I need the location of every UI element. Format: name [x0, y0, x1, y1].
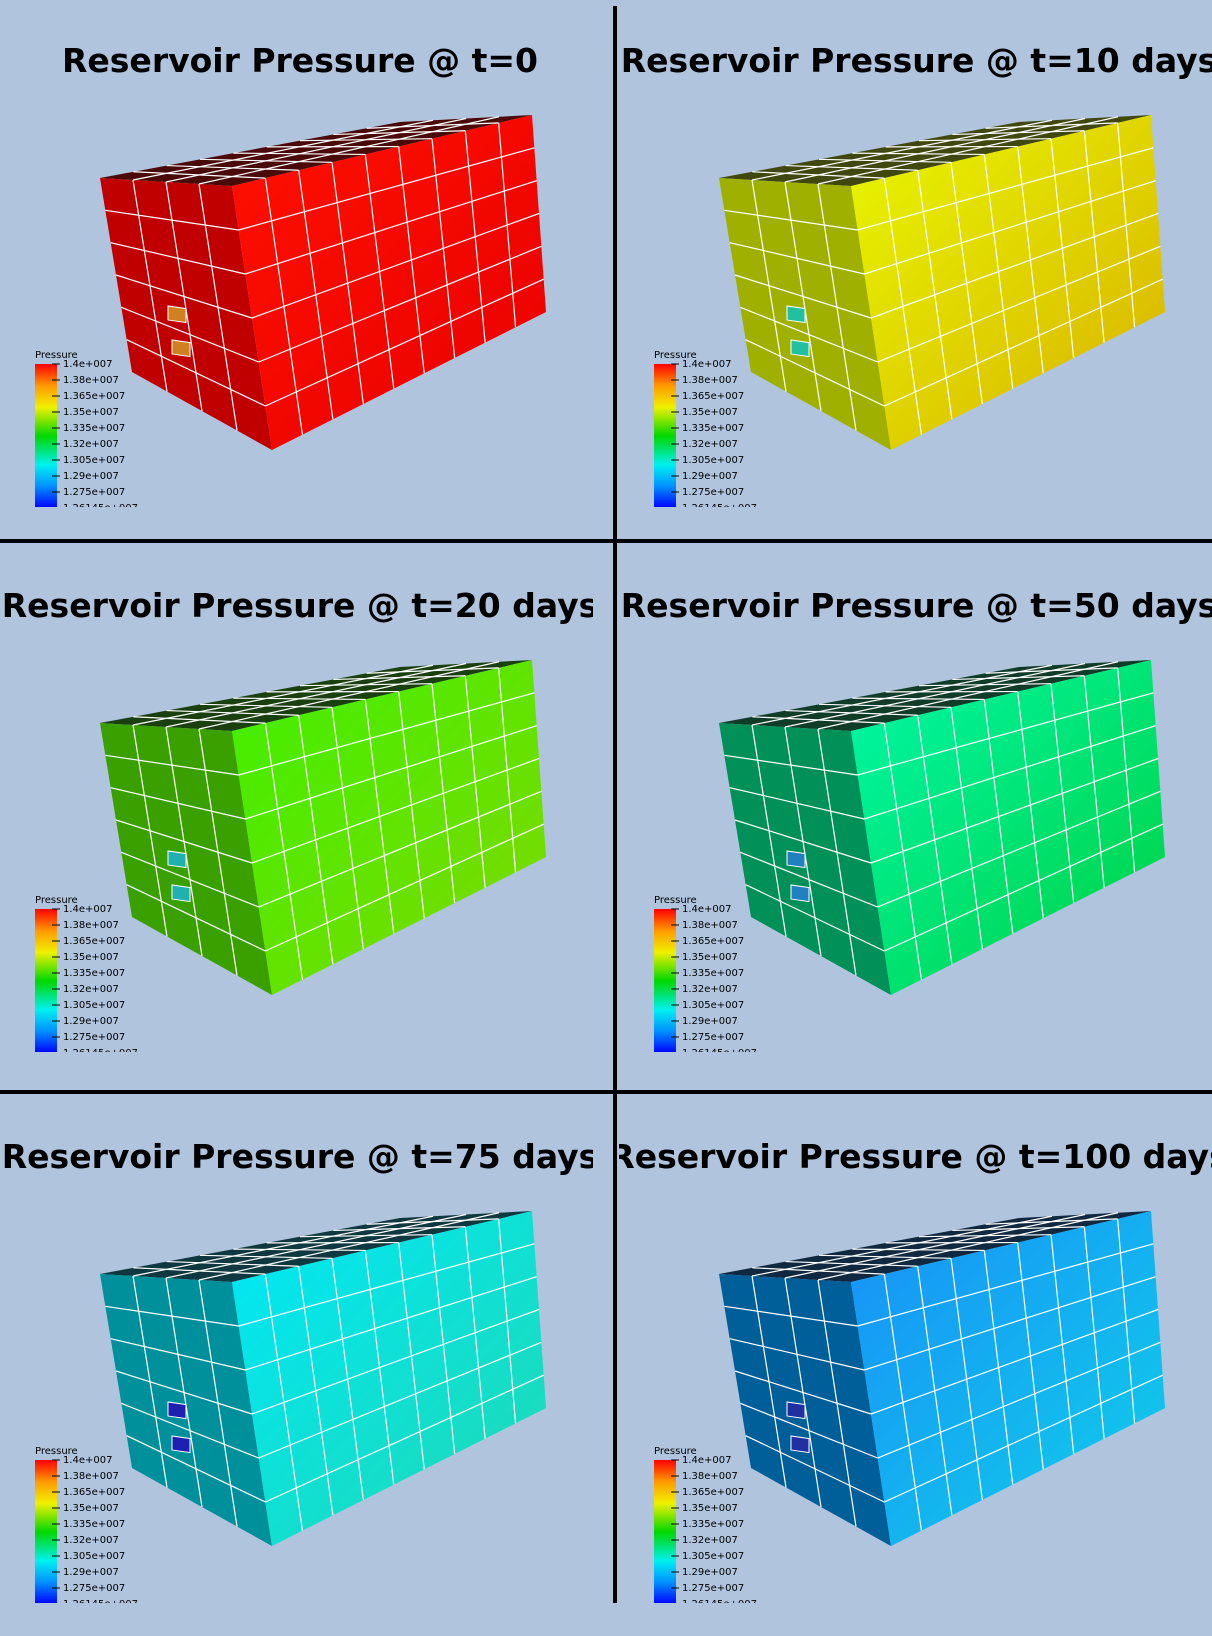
legend-label: 1.32e+007 — [63, 1535, 119, 1546]
well-cell — [787, 1402, 805, 1419]
legend-label: 1.29e+007 — [63, 471, 119, 482]
legend-label: 1.4e+007 — [682, 904, 732, 915]
legend-label: 1.29e+007 — [682, 471, 738, 482]
legend-label: 1.275e+007 — [682, 487, 744, 498]
colorbar — [654, 364, 676, 507]
legend-label: 1.4e+007 — [63, 1455, 113, 1466]
legend-label: 1.4e+007 — [682, 359, 732, 370]
well-cell — [791, 885, 809, 902]
well-cell — [172, 885, 190, 902]
legend-label: 1.32e+007 — [682, 1535, 738, 1546]
legend-label: 1.26145e+007 — [63, 503, 138, 507]
well-cell — [787, 851, 805, 868]
colorbar — [35, 364, 57, 507]
legend-label: 1.29e+007 — [63, 1016, 119, 1027]
legend-label: 1.275e+007 — [682, 1032, 744, 1043]
legend-label: 1.4e+007 — [63, 359, 113, 370]
legend-label: 1.32e+007 — [63, 984, 119, 995]
legend-label: 1.29e+007 — [63, 1567, 119, 1578]
panel-view: Reservoir Pressure @ t=50 daysPressure1.… — [619, 545, 1212, 1052]
panel-title: Reservoir Pressure @ t=75 days — [2, 1137, 593, 1176]
legend-label: 1.26145e+007 — [682, 503, 757, 507]
legend-label: 1.365e+007 — [63, 1487, 125, 1498]
legend-label: 1.365e+007 — [682, 391, 744, 402]
legend-label: 1.335e+007 — [63, 968, 125, 979]
legend-label: 1.38e+007 — [63, 920, 119, 931]
well-cell — [787, 306, 805, 323]
legend-label: 1.335e+007 — [682, 423, 744, 434]
legend-label: 1.35e+007 — [63, 407, 119, 418]
colorbar — [654, 909, 676, 1052]
colorbar — [654, 1460, 676, 1603]
legend-label: 1.38e+007 — [682, 375, 738, 386]
well-cell — [172, 340, 190, 357]
well-cell — [168, 851, 186, 868]
panel-view: Reservoir Pressure @ t=0Pressure1.4e+007… — [0, 0, 593, 507]
legend-label: 1.26145e+007 — [682, 1599, 757, 1603]
legend-label: 1.4e+007 — [682, 1455, 732, 1466]
legend-label: 1.26145e+007 — [63, 1048, 138, 1052]
legend-label: 1.32e+007 — [682, 984, 738, 995]
legend-label: 1.4e+007 — [63, 904, 113, 915]
legend-label: 1.38e+007 — [682, 920, 738, 931]
legend-label: 1.305e+007 — [63, 1551, 125, 1562]
legend-label: 1.305e+007 — [682, 1551, 744, 1562]
horizontal-divider — [0, 1090, 1212, 1094]
legend-label: 1.32e+007 — [682, 439, 738, 450]
well-cell — [168, 1402, 186, 1419]
legend-label: 1.275e+007 — [63, 487, 125, 498]
legend-label: 1.29e+007 — [682, 1016, 738, 1027]
legend-label: 1.365e+007 — [63, 936, 125, 947]
legend-label: 1.35e+007 — [63, 952, 119, 963]
well-cell — [172, 1436, 190, 1453]
panel-view: Reservoir Pressure @ t=10 daysPressure1.… — [619, 0, 1212, 507]
vertical-divider — [613, 6, 617, 1603]
panel-view: Reservoir Pressure @ t=75 daysPressure1.… — [0, 1096, 593, 1603]
panel-title: Reservoir Pressure @ t=100 days — [619, 1137, 1212, 1176]
panel-title: Reservoir Pressure @ t=20 days — [2, 586, 593, 625]
legend-label: 1.305e+007 — [63, 455, 125, 466]
colorbar — [35, 909, 57, 1052]
legend-label: 1.275e+007 — [682, 1583, 744, 1594]
legend-label: 1.38e+007 — [682, 1471, 738, 1482]
legend-label: 1.305e+007 — [682, 455, 744, 466]
legend-label: 1.305e+007 — [682, 1000, 744, 1011]
legend-label: 1.305e+007 — [63, 1000, 125, 1011]
legend-label: 1.26145e+007 — [682, 1048, 757, 1052]
legend-label: 1.335e+007 — [63, 1519, 125, 1530]
legend-label: 1.29e+007 — [682, 1567, 738, 1578]
legend-label: 1.275e+007 — [63, 1583, 125, 1594]
panel-title: Reservoir Pressure @ t=50 days — [621, 586, 1212, 625]
legend-label: 1.35e+007 — [682, 1503, 738, 1514]
legend-label: 1.365e+007 — [682, 936, 744, 947]
legend-label: 1.35e+007 — [63, 1503, 119, 1514]
legend-label: 1.275e+007 — [63, 1032, 125, 1043]
legend-label: 1.26145e+007 — [63, 1599, 138, 1603]
well-cell — [791, 1436, 809, 1453]
legend-label: 1.35e+007 — [682, 952, 738, 963]
well-cell — [168, 306, 186, 323]
well-cell — [791, 340, 809, 357]
legend-label: 1.38e+007 — [63, 375, 119, 386]
panel-title: Reservoir Pressure @ t=0 — [62, 41, 538, 80]
legend-label: 1.35e+007 — [682, 407, 738, 418]
legend-label: 1.365e+007 — [682, 1487, 744, 1498]
colorbar — [35, 1460, 57, 1603]
legend-label: 1.335e+007 — [682, 1519, 744, 1530]
legend-label: 1.32e+007 — [63, 439, 119, 450]
panel-view: Reservoir Pressure @ t=20 daysPressure1.… — [0, 545, 593, 1052]
legend-label: 1.335e+007 — [63, 423, 125, 434]
legend-label: 1.335e+007 — [682, 968, 744, 979]
panel-title: Reservoir Pressure @ t=10 days — [621, 41, 1212, 80]
legend-label: 1.365e+007 — [63, 391, 125, 402]
legend-label: 1.38e+007 — [63, 1471, 119, 1482]
panel-view: Reservoir Pressure @ t=100 daysPressure1… — [619, 1096, 1212, 1603]
